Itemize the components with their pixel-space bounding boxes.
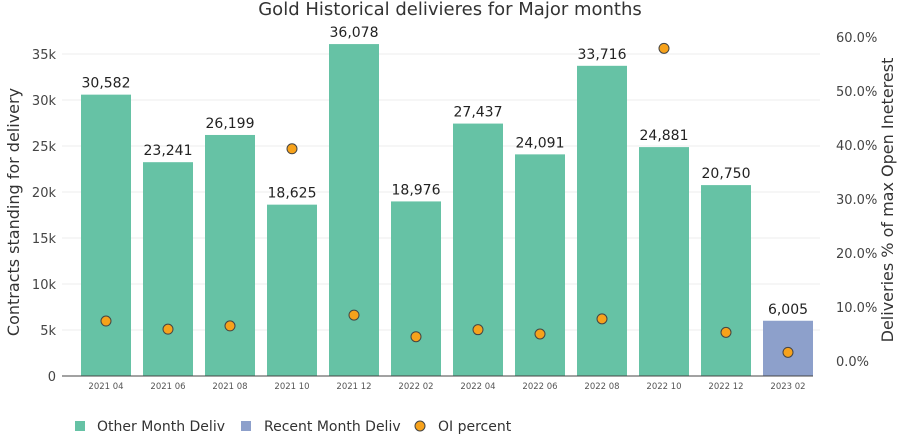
y2-tick-label: 0.0% [836,355,869,370]
oi-percent-points [100,42,794,358]
bar-value-label: 36,078 [330,25,379,41]
bar-value-label: 20,750 [702,166,751,182]
x-tick-label: 2021 08 [212,382,247,392]
y-tick-label: 35k [32,48,57,63]
bar-value-label: 18,625 [268,186,317,202]
y-tick-label: 5k [40,324,56,339]
oi-percent-point[interactable] [162,323,174,335]
bar-value-label: 24,091 [516,135,565,151]
y-tick-label: 0 [48,370,56,385]
legend: Other Month Deliv Recent Month Deliv OI … [75,419,512,435]
bar-value-label: 33,716 [578,47,627,63]
bar-other-month[interactable] [577,65,627,376]
y2-tick-label: 20.0% [836,247,877,262]
legend-label-other-month: Other Month Deliv [97,419,225,435]
y-axis-ticks: 0 5k 10k 15k 20k 25k 30k 35k [32,48,57,385]
x-tick-label: 2022 08 [584,382,619,392]
x-tick-label: 2022 10 [646,382,681,392]
y2-axis-ticks: 0.0% 10.0% 20.0% 30.0% 40.0% 50.0% 60.0% [836,31,877,370]
bar-other-month[interactable] [515,154,565,376]
oi-percent-point[interactable] [410,331,422,343]
x-tick-label: 2021 10 [274,382,309,392]
bar-other-month[interactable] [205,134,255,376]
bar-other-month[interactable] [267,204,317,376]
x-axis-ticks: 2021 04 2021 06 2021 08 2021 10 2021 12 2022 … [88,382,805,392]
chart-title: Gold Historical delivieres for Major mon… [258,0,642,20]
legend-label-oi-percent: OI percent [438,419,512,435]
bar-other-month[interactable] [81,94,131,376]
y2-tick-label: 30.0% [836,193,877,208]
bar-value-label: 23,241 [144,143,193,159]
y2-tick-label: 40.0% [836,139,877,154]
bar-other-month[interactable] [639,147,689,376]
legend-label-recent-month: Recent Month Deliv [264,419,401,435]
y-tick-label: 30k [32,94,57,109]
y-tick-label: 15k [32,232,57,247]
oi-percent-point[interactable] [534,328,546,340]
oi-percent-point[interactable] [720,326,732,338]
bar-other-month[interactable] [391,201,441,376]
bar-value-label: 24,881 [640,128,689,144]
bar-value-label: 30,582 [82,76,131,92]
bar-value-label: 6,005 [768,302,808,318]
oi-percent-point[interactable] [348,309,360,321]
oi-percent-point[interactable] [286,143,298,155]
oi-percent-point[interactable] [596,313,608,325]
x-tick-label: 2022 02 [398,382,433,392]
data-labels: 30,582 23,241 26,199 18,625 36,078 18,976 27,4… [82,25,809,318]
x-tick-label: 2022 04 [460,382,495,392]
bar-other-month[interactable] [329,44,379,377]
bar-value-label: 18,976 [392,182,441,198]
x-tick-label: 2021 04 [88,382,123,392]
y-tick-label: 10k [32,278,57,293]
oi-percent-point[interactable] [782,346,794,358]
x-tick-label: 2022 12 [708,382,743,392]
y-axis-label: Contracts standing for delivery [4,88,23,336]
bar-other-month[interactable] [453,123,503,377]
bars [81,44,813,377]
legend-swatch-recent-month [241,421,251,431]
oi-percent-point[interactable] [100,315,112,327]
bar-value-label: 27,437 [454,105,503,121]
y-tick-label: 25k [32,140,57,155]
legend-item-oi-percent[interactable]: OI percent [414,419,512,435]
x-tick-label: 2022 06 [522,382,557,392]
legend-item-recent-month[interactable]: Recent Month Deliv [241,419,401,435]
y2-tick-label: 50.0% [836,85,877,100]
oi-percent-point[interactable] [224,320,236,332]
legend-swatch-other-month [75,421,85,431]
bar-value-label: 26,199 [206,116,255,132]
oi-percent-point[interactable] [472,324,484,336]
x-tick-label: 2023 02 [770,382,805,392]
legend-swatch-oi-percent [414,420,426,432]
y2-tick-label: 10.0% [836,301,877,316]
x-tick-label: 2021 12 [336,382,371,392]
bar-other-month[interactable] [701,185,751,376]
bar-other-month[interactable] [143,162,193,376]
x-tick-label: 2021 06 [150,382,185,392]
oi-percent-point[interactable] [658,42,670,54]
y2-axis-label: Deliveries % of max Open Ineterest [878,58,897,343]
y2-tick-label: 60.0% [836,31,877,46]
legend-item-other-month[interactable]: Other Month Deliv [75,419,225,435]
y-tick-label: 20k [32,186,57,201]
